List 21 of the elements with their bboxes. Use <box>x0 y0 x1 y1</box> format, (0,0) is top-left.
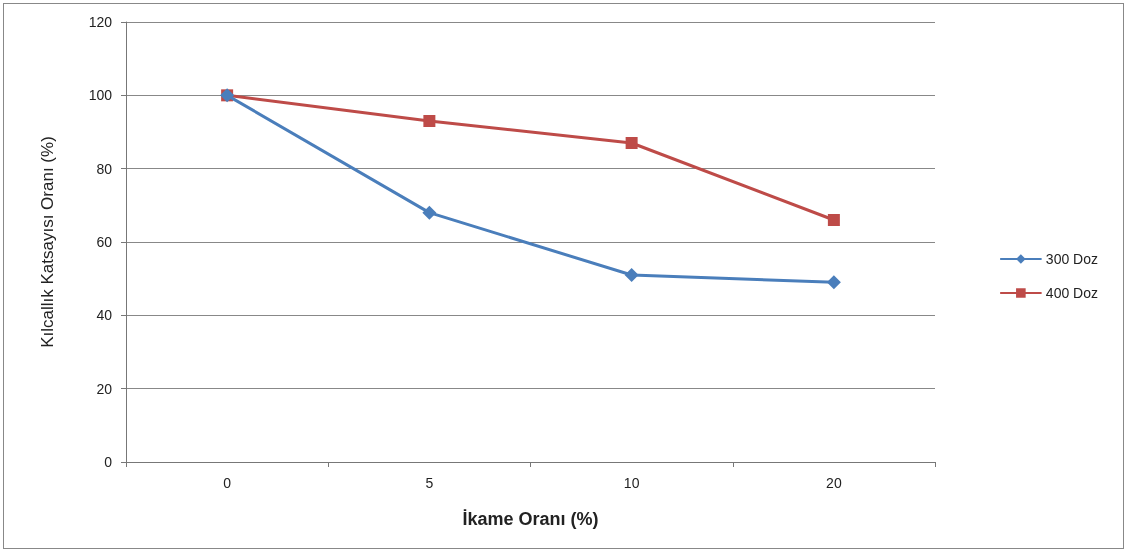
legend-label: 400 Doz <box>1045 285 1099 301</box>
y-axis-title: Kılcallık Katsayısı Oranı (%) <box>38 136 57 348</box>
y-tick-label: 100 <box>88 87 113 104</box>
y-tick-label: 120 <box>88 14 113 30</box>
x-tick-label: 10 <box>623 475 640 491</box>
x-tick-label: 20 <box>826 475 842 491</box>
y-tick-label: 80 <box>96 160 113 177</box>
point <box>827 214 840 226</box>
y-tick-label: 20 <box>96 380 113 397</box>
point <box>826 275 841 290</box>
x-tick-label: 0 <box>223 475 232 491</box>
point <box>625 137 638 149</box>
y-tick-label: 0 <box>104 454 113 470</box>
point <box>422 205 437 220</box>
x-axis-title: İkame Oranı (%) <box>462 509 599 529</box>
legend-label: 300 Doz <box>1045 251 1099 267</box>
point <box>624 268 639 282</box>
x-tick-label: 5 <box>425 475 434 491</box>
point <box>423 115 436 127</box>
y-tick-label: 60 <box>96 234 113 250</box>
y-tick-label: 40 <box>96 307 113 324</box>
